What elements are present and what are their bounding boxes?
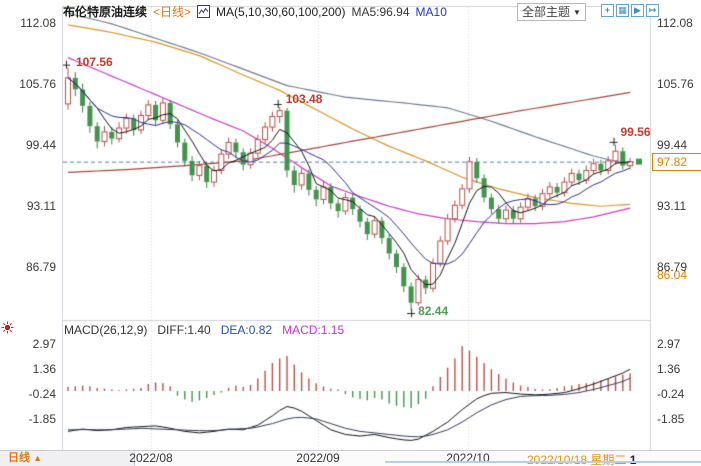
expand-right-icon: ↦: [648, 5, 657, 15]
period-selector-label: 日线: [8, 452, 30, 464]
current-price-label: 97.82: [652, 153, 701, 171]
chart-toolbar: + ▦ ▶ ↦: [601, 4, 659, 17]
crosshair-button[interactable]: +: [601, 4, 614, 17]
period-selector[interactable]: 日线 ▲: [0, 450, 135, 466]
theme-selector-dropdown[interactable]: 全部主题 ▼: [517, 3, 586, 21]
kline-icon: [197, 5, 211, 18]
macd-params-label: MACD(26,12,9): [64, 323, 148, 337]
playback-button[interactable]: ▶: [631, 4, 644, 17]
current-date-text: 2022/10/18 星期二: [527, 453, 627, 466]
macd-diff-value: DIFF:1.40: [157, 323, 211, 337]
period-tag[interactable]: <日线>: [153, 5, 192, 19]
horizontal-scrollbar[interactable]: [385, 461, 701, 463]
macd-legend: MACD(26,12,9) DIFF:1.40 DEA:0.82 MACD:1.…: [64, 323, 344, 337]
ma10-label: MA10: [415, 4, 447, 19]
chart-header: 布伦特原油连续 <日线> MA(5,10,30,60,100,200) MA5:…: [63, 3, 447, 20]
macd-dea-value: DEA:0.82: [220, 323, 273, 337]
ma-settings-label[interactable]: MA(5,10,30,60,100,200): [216, 4, 346, 19]
price-annotation: 103.48: [285, 92, 323, 106]
crosshair-icon: +: [604, 5, 611, 15]
chevron-down-icon: ▼: [573, 7, 581, 17]
current-date-suffix: 1: [629, 453, 637, 466]
triangle-up-icon: ▲: [33, 453, 42, 463]
macd-macd-value: MACD:1.15: [282, 323, 345, 337]
pane-expand-button[interactable]: ↦: [646, 4, 659, 17]
grid-panel-button[interactable]: ▦: [616, 4, 629, 17]
current-date-label: 2022/10/18 星期二 1: [527, 451, 636, 466]
low-ref-label: 86.04: [657, 268, 688, 282]
grid-panel-icon: ▦: [618, 5, 627, 15]
theme-selector-label: 全部主题: [522, 4, 571, 19]
play-icon: ▶: [634, 5, 641, 15]
price-annotation: 107.56: [76, 54, 113, 69]
price-annotation: 82.44: [418, 304, 449, 319]
indicator-settings-icon[interactable]: [1, 321, 14, 334]
price-annotation: 99.56: [620, 124, 651, 139]
ma5-value-label: MA5:96.94: [351, 4, 410, 19]
symbol-title: 布伦特原油连续: [63, 5, 148, 19]
